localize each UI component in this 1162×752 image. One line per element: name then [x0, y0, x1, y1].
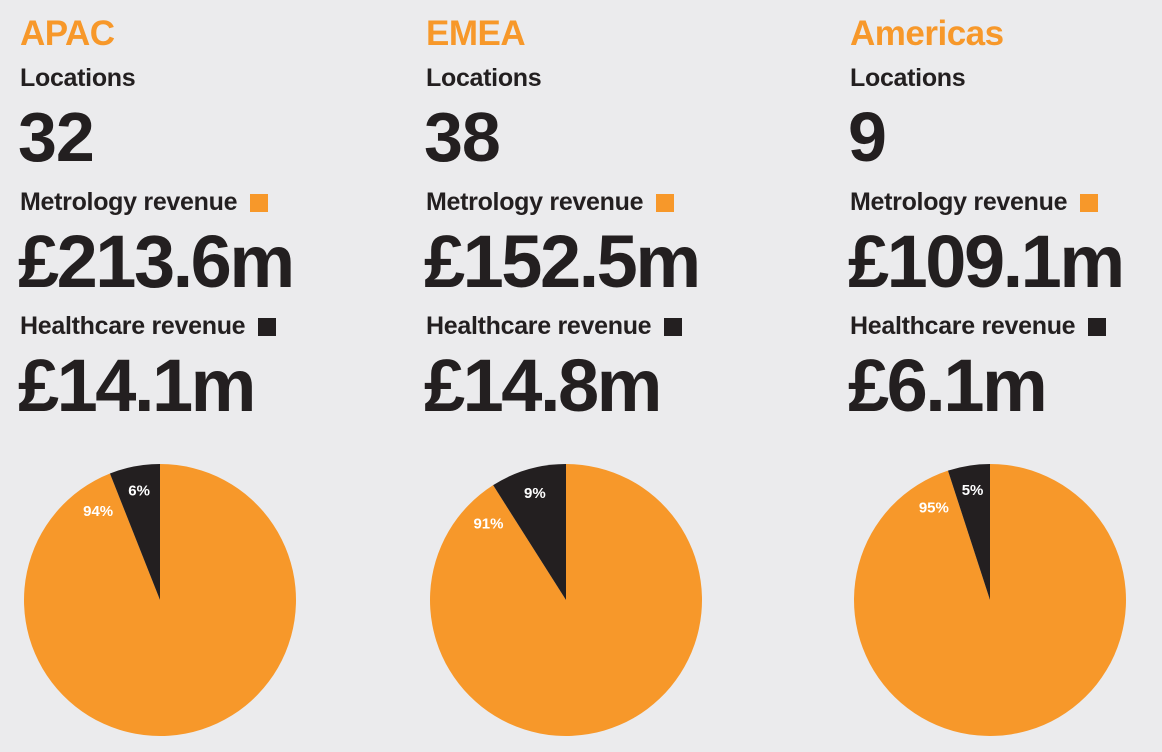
region-title: Americas	[850, 14, 1004, 53]
healthcare-legend-swatch	[664, 317, 683, 336]
pie-label-metrology: 94%	[83, 503, 113, 520]
metrology-revenue-label: Metrology revenue	[426, 188, 675, 217]
region-americas: Americas Locations 9 Metrology revenue £…	[848, 0, 1162, 752]
locations-label-text: Locations	[20, 64, 136, 92]
locations-value: 32	[18, 98, 95, 176]
pie-label-healthcare: 9%	[524, 485, 546, 502]
pie-label-metrology: 95%	[919, 500, 949, 517]
healthcare-revenue-label-text: Healthcare revenue	[850, 312, 1076, 340]
locations-label-text: Locations	[850, 64, 966, 92]
healthcare-revenue-label-text: Healthcare revenue	[426, 312, 652, 340]
metrology-legend-swatch	[1080, 193, 1099, 212]
metrology-revenue-label-text: Metrology revenue	[426, 188, 644, 216]
pie-label-metrology: 91%	[473, 516, 503, 533]
healthcare-revenue-value: £14.1m	[18, 344, 256, 427]
metrology-revenue-label-text: Metrology revenue	[20, 188, 238, 216]
locations-label: Locations	[426, 64, 542, 93]
locations-value: 9	[848, 98, 887, 176]
pie-slice-metrology	[429, 464, 702, 736]
healthcare-revenue-label: Healthcare revenue	[850, 312, 1107, 341]
metrology-revenue-label-text: Metrology revenue	[850, 188, 1068, 216]
healthcare-revenue-value: £6.1m	[848, 344, 1048, 427]
locations-label: Locations	[850, 64, 966, 93]
metrology-revenue-value: £152.5m	[424, 220, 701, 303]
metrology-revenue-value: £109.1m	[848, 220, 1125, 303]
metrology-revenue-label: Metrology revenue	[20, 188, 269, 217]
healthcare-legend-swatch	[258, 317, 277, 336]
region-apac: APAC Locations 32 Metrology revenue £213…	[18, 0, 420, 752]
region-emea: EMEA Locations 38 Metrology revenue £152…	[424, 0, 826, 752]
pie-label-healthcare: 6%	[128, 482, 150, 499]
locations-value: 38	[424, 98, 501, 176]
locations-label-text: Locations	[426, 64, 542, 92]
healthcare-revenue-value: £14.8m	[424, 344, 662, 427]
metrology-legend-swatch	[656, 193, 675, 212]
metrology-revenue-label: Metrology revenue	[850, 188, 1099, 217]
region-title: APAC	[20, 14, 115, 53]
pie-chart-apac: 6% 94%	[23, 464, 296, 736]
pie-slice-healthcare	[109, 464, 160, 600]
metrology-revenue-value: £213.6m	[18, 220, 295, 303]
pie-chart-emea: 9% 91%	[429, 464, 702, 736]
healthcare-revenue-label: Healthcare revenue	[426, 312, 683, 341]
healthcare-legend-swatch	[1088, 317, 1107, 336]
pie-label-healthcare: 5%	[962, 482, 984, 499]
locations-label: Locations	[20, 64, 136, 93]
region-title: EMEA	[426, 14, 526, 53]
metrology-legend-swatch	[250, 193, 269, 212]
pie-slice-healthcare	[947, 464, 990, 600]
pie-slice-healthcare	[493, 464, 566, 600]
pie-chart-americas: 5% 95%	[854, 464, 1126, 736]
healthcare-revenue-label: Healthcare revenue	[20, 312, 277, 341]
healthcare-revenue-label-text: Healthcare revenue	[20, 312, 246, 340]
